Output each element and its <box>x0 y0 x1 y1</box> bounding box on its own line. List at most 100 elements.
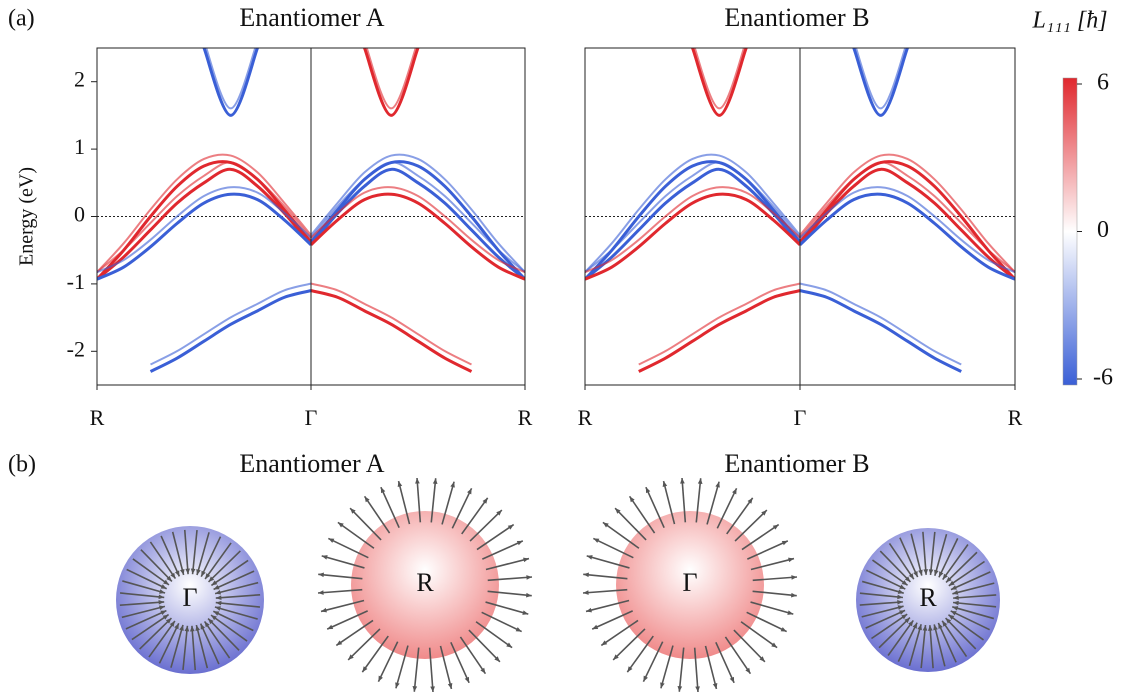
arrow-head <box>480 667 486 674</box>
vector-arrow <box>704 645 718 690</box>
vector-arrow <box>210 559 249 587</box>
vector-arrow <box>614 507 647 541</box>
band-line <box>310 153 525 273</box>
vector-arrow <box>752 590 797 597</box>
vector-arrow <box>938 538 959 578</box>
arrow-head <box>602 522 609 528</box>
vector-arrow <box>861 605 904 618</box>
arrow-head <box>160 584 167 589</box>
vector-arrow <box>740 621 778 649</box>
sphere-label: R <box>416 568 434 597</box>
x-tick-label: Γ <box>305 405 318 430</box>
vector-arrow <box>481 611 523 633</box>
band-line <box>693 48 745 110</box>
arrow-head <box>897 605 904 610</box>
vector-arrow <box>469 509 503 542</box>
vector-arrow <box>204 542 232 580</box>
vector-arrow <box>678 647 685 692</box>
vector-arrow <box>450 642 470 684</box>
arrow-head <box>712 683 718 689</box>
vector-arrow <box>945 551 978 583</box>
vector-arrow <box>380 486 400 528</box>
arrow-head <box>680 477 685 484</box>
vector-arrow <box>183 529 189 575</box>
arrow-head <box>586 555 593 560</box>
vector-arrow <box>126 568 168 590</box>
arrow-head <box>169 621 175 627</box>
arrow-head <box>897 589 904 594</box>
arrow-head <box>761 510 767 516</box>
arrow-head <box>526 592 532 598</box>
vector-arrow <box>878 617 911 649</box>
arrow-head <box>179 624 184 631</box>
arrow-head <box>662 481 668 487</box>
arrow-head <box>917 624 922 631</box>
vector-arrow <box>879 550 911 583</box>
vector-arrow <box>451 487 473 529</box>
arrow-head <box>163 579 169 585</box>
vector-arrow <box>195 624 209 669</box>
vector-arrow <box>485 601 529 615</box>
band-line <box>799 161 1015 273</box>
vector-arrow <box>724 636 752 675</box>
arrow-head <box>901 580 908 586</box>
band-line <box>855 48 907 110</box>
band-line <box>97 186 312 274</box>
arrow-head <box>523 557 529 563</box>
band-line <box>97 192 313 281</box>
arrow-head <box>430 686 435 693</box>
arrow-head <box>582 590 589 595</box>
arrow-head <box>745 667 751 674</box>
arrow-head <box>904 617 910 624</box>
vector-arrow <box>487 576 533 582</box>
vector-arrow <box>952 582 995 595</box>
vector-arrow <box>908 624 922 667</box>
vector-arrow <box>948 560 985 587</box>
arrow-head <box>395 682 400 689</box>
band-line <box>309 160 525 281</box>
band-line <box>309 167 525 281</box>
vector-arrow <box>132 558 170 586</box>
arrow-head <box>922 625 928 631</box>
vector-arrow <box>706 481 720 525</box>
arrow-head <box>908 573 914 580</box>
band-line <box>585 167 802 281</box>
vector-arrow <box>191 625 197 671</box>
y-tick-label: 2 <box>74 67 85 92</box>
arrow-head <box>771 642 778 648</box>
vector-arrow <box>888 543 915 580</box>
vector-arrow <box>199 623 220 665</box>
arrow-head <box>677 686 683 692</box>
arrow-head <box>337 522 344 528</box>
panel-label: (a) <box>8 6 35 32</box>
vector-arrow <box>600 619 639 647</box>
chart-title: Enantiomer A <box>239 3 384 32</box>
band-line <box>310 289 473 373</box>
plot-area <box>97 48 525 385</box>
arrow-head <box>158 600 165 605</box>
arrow-head <box>697 478 703 484</box>
arrow-head <box>629 496 635 503</box>
vector-arrow <box>377 641 399 683</box>
y-tick-label: 0 <box>74 202 85 227</box>
vector-arrow <box>215 601 261 608</box>
vector-arrow <box>170 624 184 668</box>
x-tick-label: R <box>1008 405 1023 430</box>
arrow-head <box>897 594 903 600</box>
arrow-head <box>583 572 589 578</box>
band-line <box>585 192 802 281</box>
vector-arrow <box>441 481 455 525</box>
arrow-head <box>214 606 221 611</box>
vector-arrow <box>752 576 798 582</box>
vector-arrow <box>941 620 968 657</box>
vector-arrow <box>475 621 513 649</box>
vector-arrow <box>871 613 908 640</box>
arrow-head <box>350 508 356 514</box>
arrow-head <box>515 627 522 632</box>
arrow-head <box>913 571 918 578</box>
arrow-head <box>170 572 176 579</box>
vector-arrow <box>140 549 173 583</box>
band-line <box>798 192 1015 281</box>
vector-arrow <box>191 529 198 575</box>
vector-arrow <box>416 477 422 523</box>
